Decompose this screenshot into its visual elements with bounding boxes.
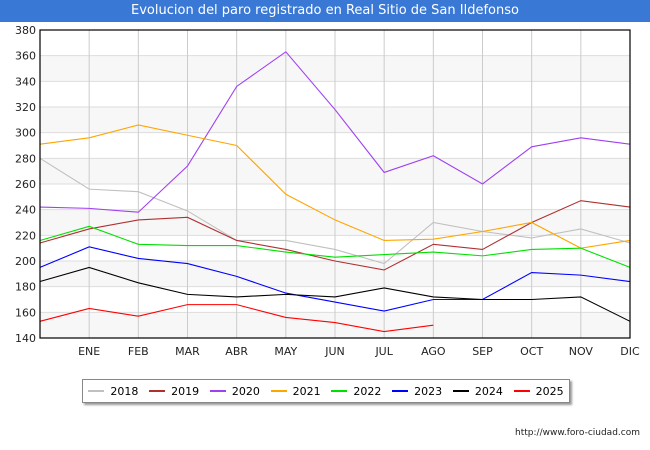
x-tick-label: MAY (274, 345, 297, 358)
footer-url[interactable]: http://www.foro-ciudad.com (515, 428, 640, 438)
legend-label: 2020 (231, 384, 260, 398)
plot-frame (39, 29, 631, 339)
legend-item: 2021 (270, 384, 321, 398)
y-tick-label: 280 (15, 152, 36, 165)
x-tick-label: NOV (569, 345, 594, 358)
legend-label: 2025 (535, 384, 564, 398)
chart-title: Evolucion del paro registrado en Real Si… (0, 0, 650, 22)
y-tick-label: 320 (15, 101, 36, 114)
x-tick-label: AGO (421, 345, 446, 358)
x-tick-label: SEP (472, 345, 493, 358)
legend-item: 2023 (392, 385, 442, 398)
legend-swatch (452, 390, 469, 392)
series-line-2022 (39, 225, 631, 268)
legend-item: 2024 (452, 384, 503, 398)
series-line-2024 (39, 266, 631, 322)
series-line-2021 (39, 124, 631, 249)
y-tick-label: 200 (15, 255, 36, 268)
legend-swatch (88, 390, 105, 392)
y-tick-label: 300 (15, 127, 36, 140)
legend-label: 2024 (474, 384, 503, 398)
legend-label: 2021 (292, 384, 321, 398)
legend-item: 2019 (149, 385, 199, 398)
legend-label: 2019 (171, 384, 200, 398)
legend-item: 2020 (209, 384, 260, 398)
y-tick-label: 160 (15, 306, 36, 319)
x-tick-label: OCT (520, 345, 543, 358)
legend-label: 2022 (353, 384, 382, 398)
x-tick-label: JUL (374, 345, 393, 358)
y-tick-label: 140 (15, 332, 36, 345)
x-tick-label: ENE (78, 345, 100, 358)
legend-swatch (209, 390, 226, 392)
x-tick-label: JUN (324, 345, 345, 358)
legend-item: 2022 (331, 385, 381, 398)
y-tick-label: 340 (15, 75, 36, 88)
x-tick-label: FEB (128, 345, 149, 358)
legend-swatch (392, 390, 409, 392)
series-line-2025 (39, 304, 434, 333)
y-tick-label: 360 (15, 50, 36, 63)
y-tick-label: 260 (15, 178, 36, 191)
y-tick-label: 180 (15, 281, 36, 294)
series-line-2023 (39, 246, 631, 312)
series-line-2020 (39, 51, 631, 213)
legend: 2018 2019 2020 2021 2022 2023 2024 2025 (82, 379, 570, 403)
y-tick-label: 220 (15, 229, 36, 242)
x-tick-label: ABR (225, 345, 248, 358)
x-tick-label: MAR (175, 345, 200, 358)
legend-item: 2025 (513, 384, 564, 398)
series-line-2018 (39, 157, 631, 265)
legend-label: 2023 (414, 384, 443, 398)
y-tick-label: 380 (15, 24, 36, 37)
legend-swatch (270, 390, 287, 392)
legend-swatch (513, 390, 530, 392)
y-tick-label: 240 (15, 204, 36, 217)
x-tick-label: DIC (620, 345, 640, 358)
legend-swatch (331, 390, 348, 392)
legend-swatch (149, 390, 166, 392)
legend-item: 2018 (88, 385, 138, 398)
legend-label: 2018 (110, 384, 139, 398)
